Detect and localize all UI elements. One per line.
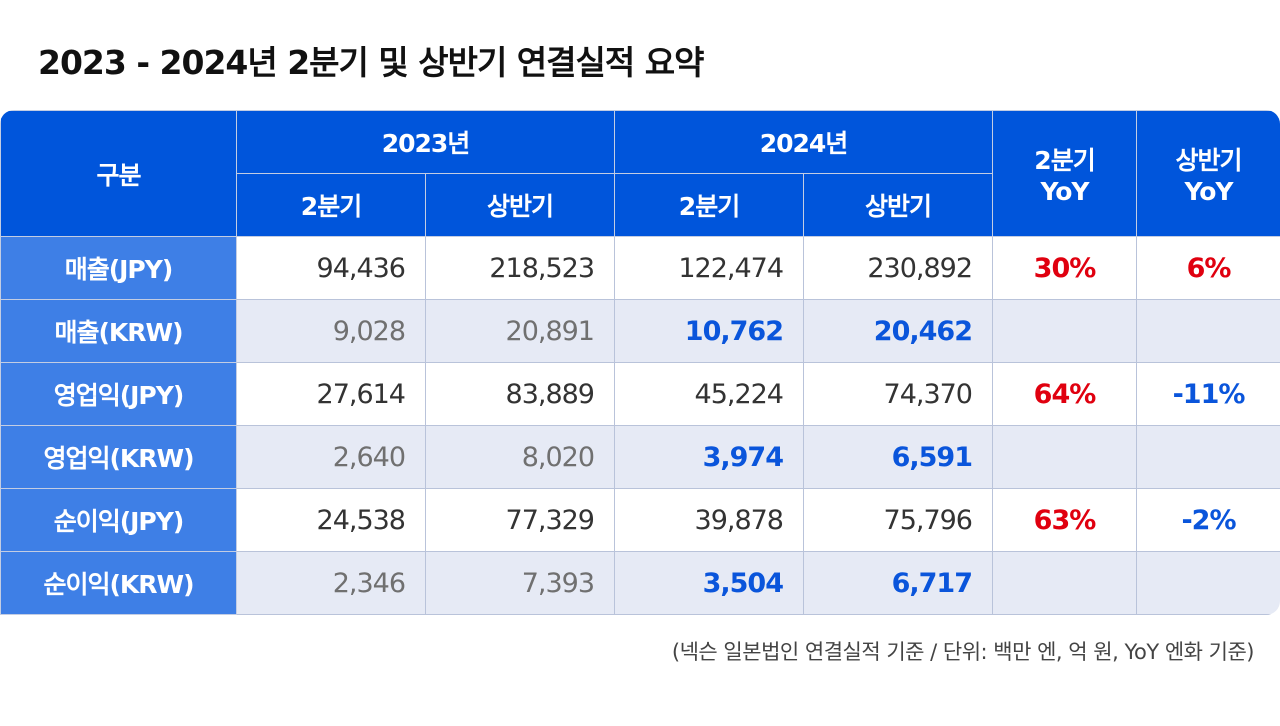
value-cell: 20,891 xyxy=(425,299,615,363)
value-cell: 8,020 xyxy=(425,425,615,489)
q2-yoy-cell xyxy=(992,299,1137,363)
value-cell: 77,329 xyxy=(425,488,615,552)
value-cell: 7,393 xyxy=(425,551,615,615)
q2-yoy-cell: 64% xyxy=(992,362,1137,426)
q2-yoy-cell: 30% xyxy=(992,236,1137,300)
value-cell: 122,474 xyxy=(614,236,804,300)
q2-yoy-cell xyxy=(992,425,1137,489)
row-label: 매출(KRW) xyxy=(0,299,237,363)
value-cell: 3,974 xyxy=(614,425,804,489)
header-2024-h1: 상반기 xyxy=(803,173,993,237)
value-cell: 218,523 xyxy=(425,236,615,300)
value-cell: 74,370 xyxy=(803,362,993,426)
value-cell: 2,640 xyxy=(236,425,426,489)
value-cell: 20,462 xyxy=(803,299,993,363)
value-cell: 45,224 xyxy=(614,362,804,426)
header-2024-q2: 2분기 xyxy=(614,173,804,237)
header-2023-q2: 2분기 xyxy=(236,173,426,237)
header-h1-yoy: 상반기 YoY xyxy=(1136,110,1280,237)
value-cell: 3,504 xyxy=(614,551,804,615)
value-cell: 83,889 xyxy=(425,362,615,426)
h1-yoy-cell xyxy=(1136,425,1280,489)
value-cell: 6,591 xyxy=(803,425,993,489)
h1-yoy-cell: -11% xyxy=(1136,362,1280,426)
value-cell: 39,878 xyxy=(614,488,804,552)
table-row: 매출(KRW) 9,028 20,891 10,762 20,462 xyxy=(0,299,1280,363)
h1-yoy-cell: -2% xyxy=(1136,488,1280,552)
h1-yoy-cell xyxy=(1136,551,1280,615)
value-cell: 10,762 xyxy=(614,299,804,363)
value-cell: 9,028 xyxy=(236,299,426,363)
table-row: 순이익(JPY) 24,538 77,329 39,878 75,796 63% -2% xyxy=(0,488,1280,552)
footnote: (넥슨 일본법인 연결실적 기준 / 단위: 백만 엔, 억 원, YoY 엔화… xyxy=(671,640,1255,664)
row-label: 순이익(JPY) xyxy=(0,488,237,552)
header-q2-yoy: 2분기 YoY xyxy=(992,110,1137,237)
header-2024: 2024년 xyxy=(614,110,993,174)
h1-yoy-cell: 6% xyxy=(1136,236,1280,300)
table-row: 영업익(JPY) 27,614 83,889 45,224 74,370 64% -11% xyxy=(0,362,1280,426)
value-cell: 6,717 xyxy=(803,551,993,615)
header-category: 구분 xyxy=(0,110,237,237)
row-label: 매출(JPY) xyxy=(0,236,237,300)
header-2023-h1: 상반기 xyxy=(425,173,615,237)
value-cell: 75,796 xyxy=(803,488,993,552)
q2-yoy-cell xyxy=(992,551,1137,615)
table-row: 영업익(KRW) 2,640 8,020 3,974 6,591 xyxy=(0,425,1280,489)
h1-yoy-cell xyxy=(1136,299,1280,363)
results-table: 구분 2023년 2024년 2분기 YoY 상반기 YoY 2분기 상반기 2… xyxy=(0,110,1280,615)
page-title: 2023 - 2024년 2분기 및 상반기 연결실적 요약 xyxy=(38,43,704,82)
value-cell: 27,614 xyxy=(236,362,426,426)
table-row: 순이익(KRW) 2,346 7,393 3,504 6,717 xyxy=(0,551,1280,615)
table-row: 매출(JPY) 94,436 218,523 122,474 230,892 30% 6% xyxy=(0,236,1280,300)
value-cell: 2,346 xyxy=(236,551,426,615)
value-cell: 24,538 xyxy=(236,488,426,552)
row-label: 영업익(KRW) xyxy=(0,425,237,489)
header-2023: 2023년 xyxy=(236,110,615,174)
row-label: 영업익(JPY) xyxy=(0,362,237,426)
value-cell: 94,436 xyxy=(236,236,426,300)
q2-yoy-cell: 63% xyxy=(992,488,1137,552)
value-cell: 230,892 xyxy=(803,236,993,300)
row-label: 순이익(KRW) xyxy=(0,551,237,615)
